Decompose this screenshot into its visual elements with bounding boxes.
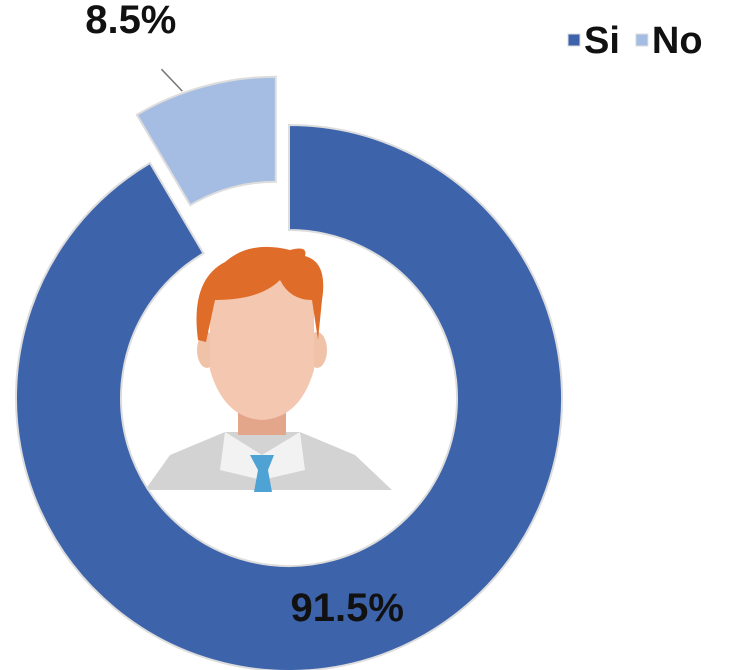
data-label: 91.5% xyxy=(290,586,403,630)
legend-label: Si xyxy=(584,20,620,62)
data-label: 8.5% xyxy=(85,0,176,42)
legend-swatch xyxy=(635,33,649,47)
person-icon xyxy=(145,246,392,492)
donut-slice xyxy=(135,75,277,207)
donut-slice xyxy=(15,123,563,670)
legend-label: No xyxy=(652,20,703,62)
leader-line xyxy=(160,68,183,92)
legend-swatch xyxy=(567,33,581,47)
